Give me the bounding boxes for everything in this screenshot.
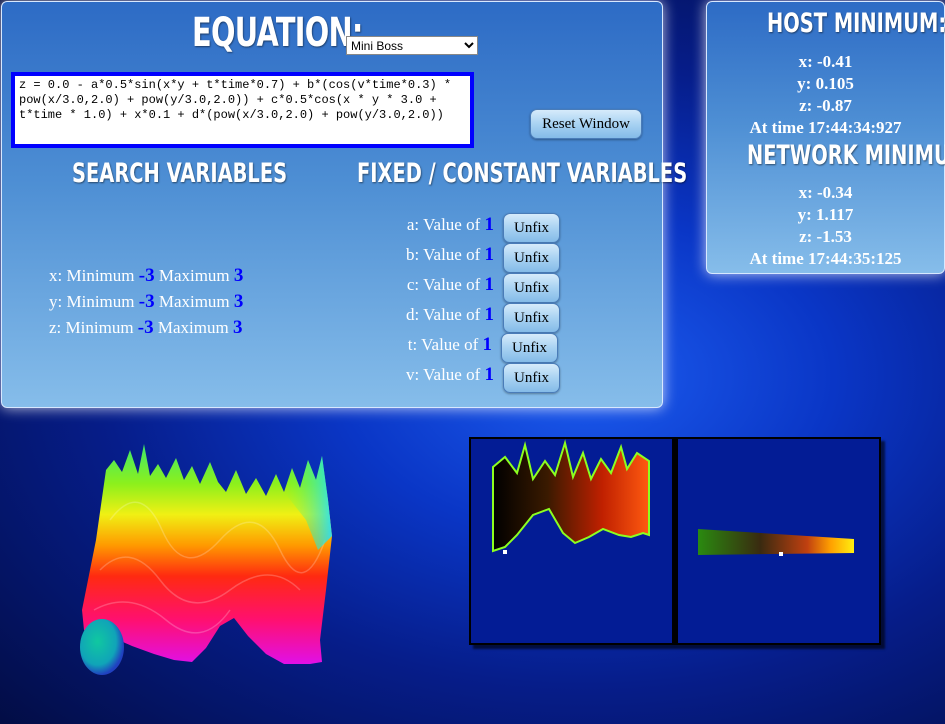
fixed-var-label: v: [405,365,420,384]
minimum-label: Minimum [66,292,135,311]
fixed-row-a: a: Value of 1 [394,214,494,236]
host-min-x: x: -0.41 [798,52,853,71]
unfix-b-button[interactable]: Unfix [503,243,560,273]
fixed-value: 1 [484,244,495,265]
network-min-y: y: 1.117 [797,205,854,224]
search-variables-title: SEARCH VARIABLES [72,158,288,189]
network-min-x: x: -0.34 [798,183,853,202]
surface-ridges [93,501,326,634]
dual-viewport [469,437,881,645]
search-max-value[interactable]: 3 [233,291,244,312]
equation-title: EQUATION: [192,10,363,56]
fixed-var-label: b: [405,245,420,264]
search-var-label: x: [49,266,63,285]
fixed-variables-title: FIXED / CONSTANT VARIABLES [357,158,688,189]
fixed-row-c: c: Value of 1 [394,274,494,296]
fixed-row-t: t: Value of 1 [392,334,492,356]
minimum-label: Minimum [65,318,134,337]
fixed-value: 1 [484,364,495,385]
top-view-surface [492,439,650,553]
search-max-value[interactable]: 3 [232,317,243,338]
side-view-viewport[interactable] [678,439,879,643]
fixed-value: 1 [484,274,495,295]
unfix-t-button[interactable]: Unfix [501,333,558,363]
surface-3d-view[interactable] [70,440,360,685]
surface-body [82,444,332,664]
fixed-row-v: v: Value of 1 [394,364,494,386]
fixed-var-label: a: [406,215,420,234]
value-of-label: Value of [423,215,481,234]
fixed-value: 1 [482,334,493,355]
host-min-y: y: 0.105 [797,74,854,93]
search-max-value[interactable]: 3 [233,265,244,286]
value-of-label: Value of [423,245,481,264]
maximum-label: Maximum [158,292,230,311]
fixed-var-label: c: [406,275,420,294]
viewport-divider [672,439,678,643]
value-of-label: Value of [423,365,481,384]
search-min-value[interactable]: -3 [137,317,154,338]
fixed-value: 1 [484,304,495,325]
search-point-ball [80,619,124,675]
network-minimum-title: NETWORK MINIMUM: [747,140,945,171]
surface-cyan-edge [284,456,332,550]
value-of-label: Value of [423,305,481,324]
search-min-value[interactable]: -3 [138,291,155,312]
fixed-var-label: t: [407,335,418,354]
search-row-z: z: Minimum -3 Maximum 3 [49,317,242,339]
network-min-z: z: -1.53 [799,227,852,246]
network-min-time: At time 17:44:35:125 [749,249,902,268]
fixed-value: 1 [484,214,495,235]
equation-panel: EQUATION: Mini Boss z = 0.0 - a*0.5*sin(… [1,1,687,408]
value-of-label: Value of [423,275,481,294]
fixed-row-d: d: Value of 1 [394,304,494,326]
maximum-label: Maximum [157,318,229,337]
unfix-v-button[interactable]: Unfix [503,363,560,393]
host-min-time: At time 17:44:34:927 [749,118,902,137]
minimum-panel: HOST MINIMUM: x: -0.41 y: 0.105 z: -0.87… [706,1,945,274]
fixed-row-b: b: Value of 1 [394,244,494,266]
fixed-var-label: d: [405,305,420,324]
minimum-label: Minimum [66,266,135,285]
reset-window-button[interactable]: Reset Window [530,109,642,139]
value-of-label: Value of [421,335,479,354]
top-view-marker [503,550,507,554]
search-var-label: z: [49,318,62,337]
search-min-value[interactable]: -3 [138,265,155,286]
equation-preset-select[interactable]: Mini Boss [346,36,478,55]
host-min-z: z: -0.87 [799,96,852,115]
host-minimum-title: HOST MINIMUM: [767,8,945,39]
side-view-surface [698,529,854,555]
search-var-label: y: [49,292,63,311]
maximum-label: Maximum [158,266,230,285]
unfix-c-button[interactable]: Unfix [503,273,560,303]
search-row-y: y: Minimum -3 Maximum 3 [49,291,243,313]
top-view-viewport[interactable] [471,439,672,643]
unfix-a-button[interactable]: Unfix [503,213,560,243]
search-row-x: x: Minimum -3 Maximum 3 [49,265,243,287]
unfix-d-button[interactable]: Unfix [503,303,560,333]
equation-input[interactable]: z = 0.0 - a*0.5*sin(x*y + t*time*0.7) + … [11,72,474,148]
side-view-marker [779,552,783,556]
